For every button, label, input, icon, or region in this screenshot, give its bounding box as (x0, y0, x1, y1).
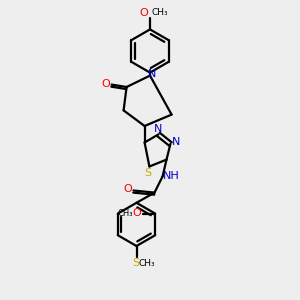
Text: N: N (148, 69, 157, 79)
Text: O: O (123, 184, 132, 194)
Text: O: O (139, 8, 148, 18)
Text: CH₃: CH₃ (118, 208, 133, 217)
Text: S: S (132, 258, 140, 268)
Text: N: N (172, 136, 181, 147)
Text: CH₃: CH₃ (151, 8, 168, 17)
Text: S: S (144, 167, 152, 178)
Text: N: N (154, 124, 162, 134)
Text: O: O (133, 208, 142, 218)
Text: O: O (101, 79, 110, 89)
Text: NH: NH (163, 171, 180, 181)
Text: CH₃: CH₃ (139, 259, 156, 268)
